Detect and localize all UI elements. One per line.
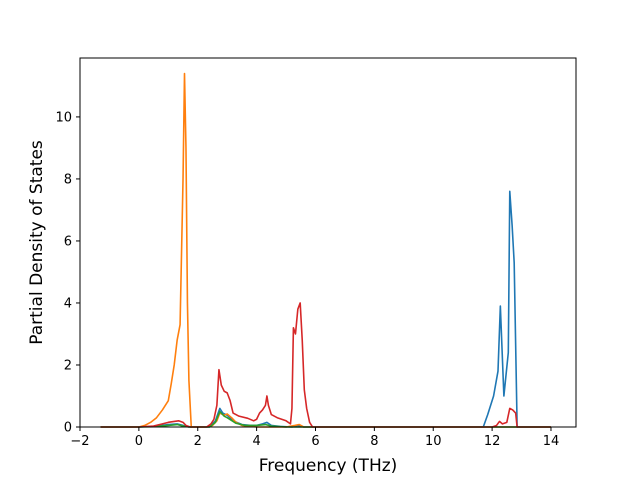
y-axis-label: Partial Density of States [27,140,47,345]
series-line-4 [100,302,551,428]
series-line-2 [100,72,551,428]
x-tick-label: −2 [70,434,89,449]
x-tick-label: 10 [425,434,442,449]
y-tick-label: 0 [64,421,72,436]
y-tick-label: 4 [64,296,72,311]
plot-frame [79,57,577,428]
x-tick-label: 12 [484,434,501,449]
x-tick-label: 8 [370,434,378,449]
x-tick-label: 6 [311,434,319,449]
y-tick-label: 2 [64,358,72,373]
y-tick-label: 8 [64,172,72,187]
x-tick-label: 0 [135,434,143,449]
series-layer [100,72,551,428]
x-tick-label: 14 [543,434,560,449]
x-axis-label: Frequency (THz) [259,456,398,476]
y-tick-label: 6 [64,234,72,249]
y-axis: 0 2 4 6 8 10 [55,110,80,436]
series-line-3 [100,410,551,428]
y-tick-label: 10 [55,110,72,125]
x-axis: −2 0 2 4 6 8 10 12 14 [70,427,559,449]
series-line-1 [100,190,551,428]
x-tick-label: 4 [252,434,260,449]
x-tick-label: 2 [194,434,202,449]
